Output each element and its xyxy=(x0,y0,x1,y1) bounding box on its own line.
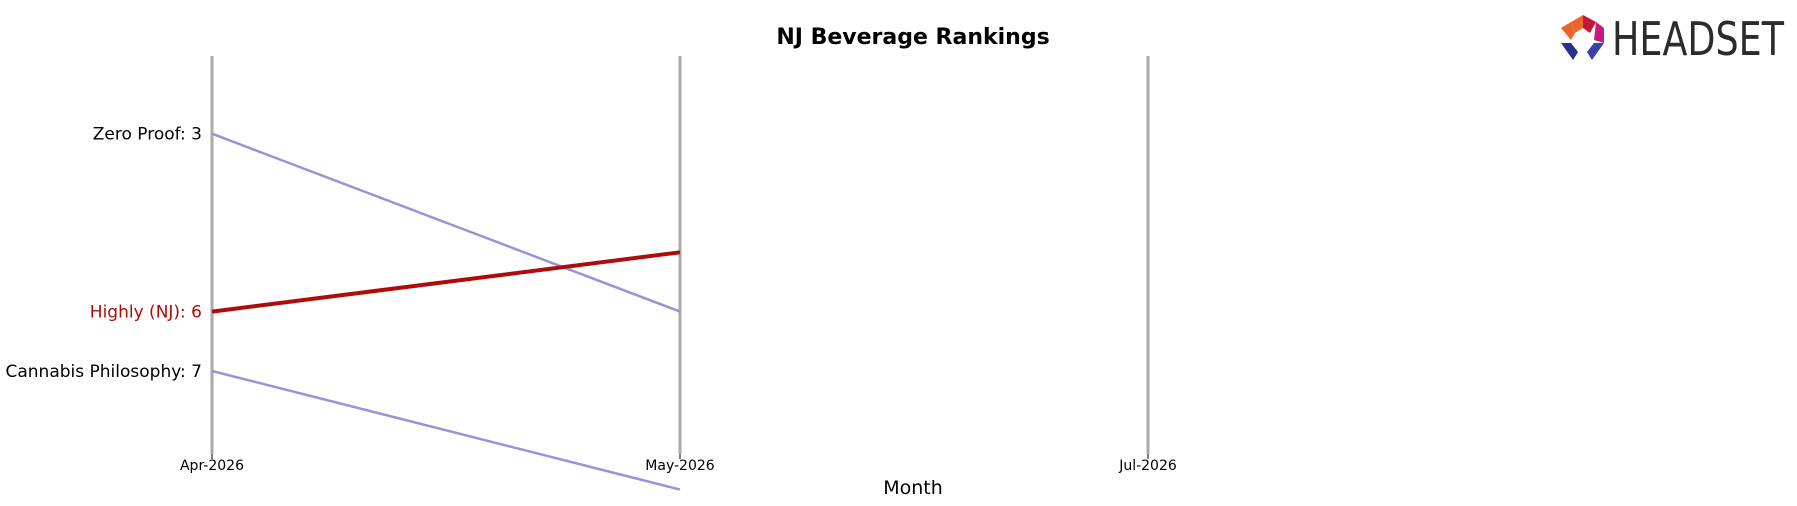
series-line-highly-nj xyxy=(211,250,681,314)
headset-logo-mark-icon xyxy=(1561,15,1604,60)
series-line-cannabis-philosophy xyxy=(211,369,681,491)
series-start-labels: Zero Proof: 3 Highly (NJ): 6 Cannabis Phil… xyxy=(6,125,203,382)
logo-segment-red xyxy=(1583,15,1596,33)
chart-title: NJ Beverage Rankings xyxy=(776,25,1049,50)
logo-segment-blue-left xyxy=(1561,43,1578,60)
month-axes xyxy=(210,56,1150,459)
logo-segment-orange-left xyxy=(1561,22,1575,40)
headset-logo: HEADSET xyxy=(1561,12,1785,66)
x-tick-label-2: Jul-2026 xyxy=(1118,458,1177,474)
x-tick-label-1: May-2026 xyxy=(645,458,714,474)
logo-segment-magenta xyxy=(1594,22,1604,43)
series-line-zero-proof xyxy=(211,132,681,313)
series-lines xyxy=(211,132,681,491)
series-start-label-cannabis-philosophy: Cannabis Philosophy: 7 xyxy=(6,362,203,382)
x-tick-label-0: Apr-2026 xyxy=(180,458,244,474)
logo-segment-orange xyxy=(1571,15,1583,33)
x-tick-labels: Apr-2026 May-2026 Jul-2026 xyxy=(180,458,1177,474)
headset-logo-text: HEADSET xyxy=(1612,12,1785,66)
series-start-label-highly-nj: Highly (NJ): 6 xyxy=(90,303,202,323)
x-axis-label: Month xyxy=(883,477,943,499)
series-start-label-zero-proof: Zero Proof: 3 xyxy=(93,125,202,145)
logo-segment-blue-right xyxy=(1587,43,1604,60)
